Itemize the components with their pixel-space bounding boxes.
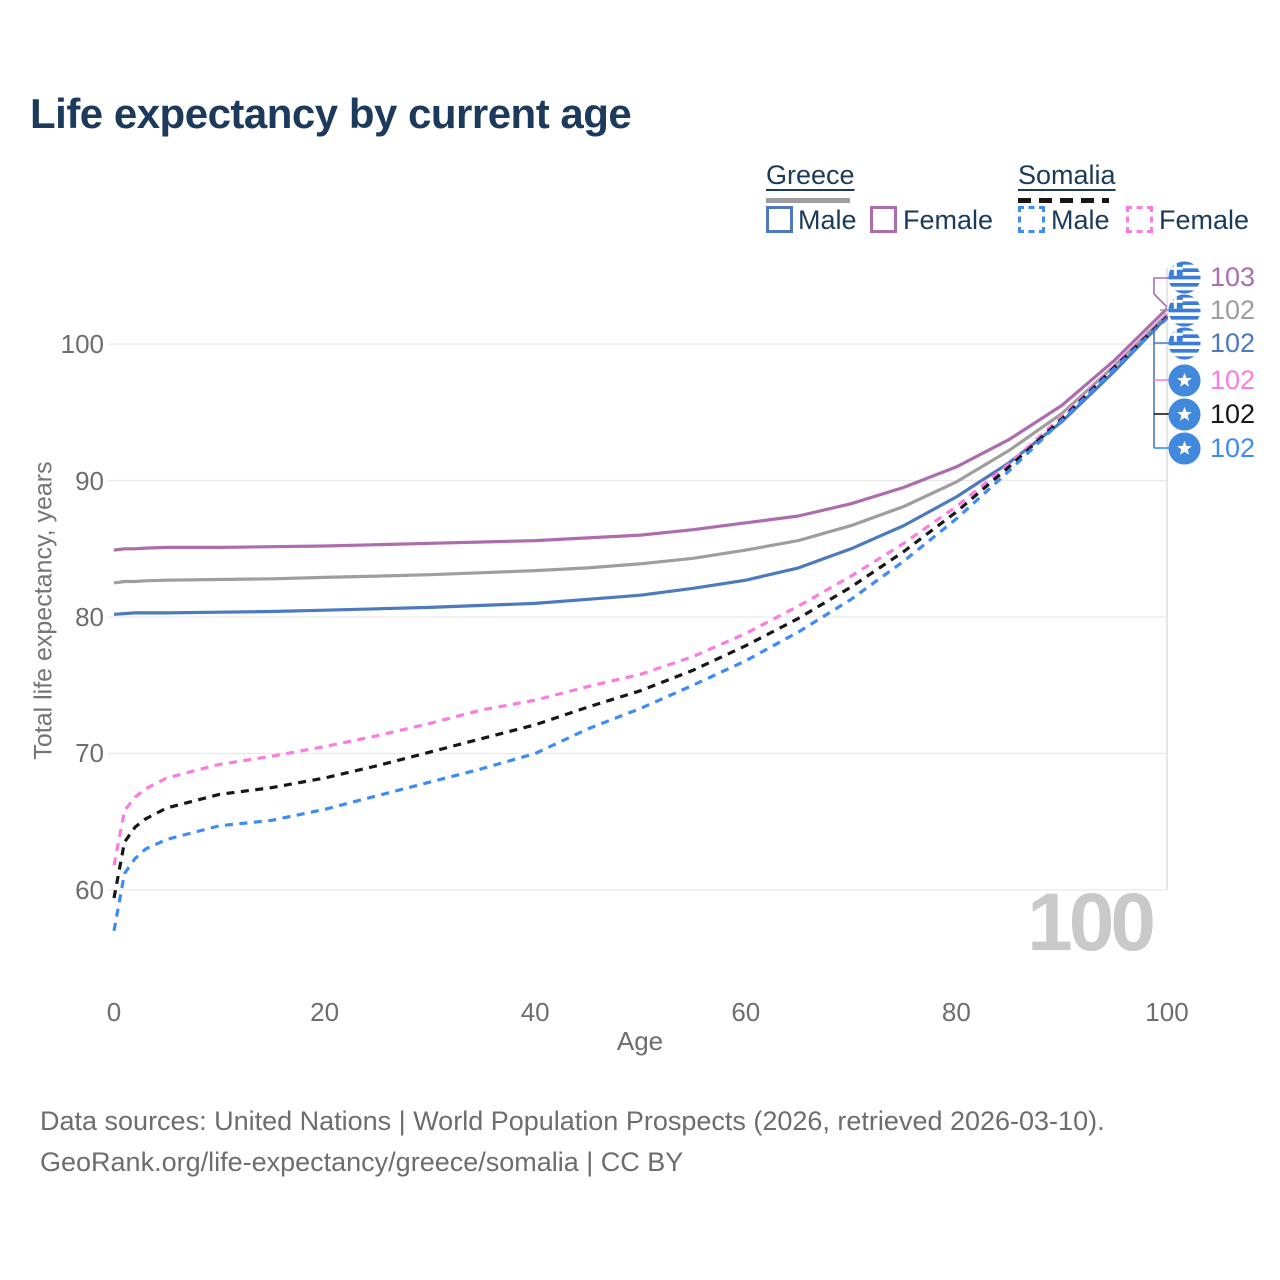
x-axis-title: Age (616, 1026, 664, 1056)
end-label-value: 102 (1210, 327, 1256, 358)
end-label-greece-male: 102 (1168, 326, 1255, 360)
footer-attribution-link: GeoRank.org/life-expectancy/greece/somal… (40, 1147, 684, 1177)
somalia-flag-icon (1168, 363, 1201, 397)
x-tick-label-100: 100 (1145, 997, 1189, 1027)
legend-somalia-female-label[interactable]: Female (1159, 205, 1250, 235)
end-label-value: 102 (1210, 294, 1256, 325)
end-label-somalia-both: 102 (1168, 397, 1255, 431)
legend-country-somalia[interactable]: Somalia (1018, 160, 1116, 190)
page-title: Life expectancy by current age (30, 90, 632, 137)
x-tick-label-0: 0 (106, 997, 122, 1027)
legend-greece-male-label[interactable]: Male (798, 205, 857, 235)
legend-greece-female-label[interactable]: Female (903, 205, 994, 235)
y-tick-label-70: 70 (75, 738, 104, 769)
end-label-value: 103 (1210, 261, 1256, 292)
y-tick-label-100: 100 (60, 329, 104, 360)
series-somalia-male-line (112, 317, 1169, 932)
end-label-value: 102 (1210, 432, 1256, 463)
footer-data-sources: Data sources: United Nations | World Pop… (40, 1106, 1105, 1136)
y-tick-label-60: 60 (75, 874, 104, 905)
leader-bracket (1153, 317, 1169, 448)
series-somalia-both-line (112, 315, 1169, 899)
greece-flag-icon (1168, 293, 1201, 327)
series-somalia-female-line (112, 314, 1169, 866)
end-label-value: 102 (1210, 398, 1256, 429)
leader-greece-female (1153, 277, 1169, 308)
end-label-somalia-male: 102 (1168, 431, 1255, 465)
x-tick-label-60: 60 (731, 997, 761, 1027)
greece-line-sample (766, 198, 850, 203)
legend-country-greece[interactable]: Greece (766, 160, 855, 190)
greece-flag-icon (1168, 326, 1201, 360)
end-label-greece-female: 103 (1168, 260, 1255, 294)
greece-flag-icon (1168, 260, 1201, 294)
y-tick-label-90: 90 (75, 465, 104, 496)
x-tick-label-20: 20 (310, 997, 340, 1027)
somalia-flag-icon (1168, 431, 1201, 465)
x-tick-label-80: 80 (941, 997, 971, 1027)
series-greece-male-line (113, 315, 1169, 616)
series-greece-both-line (113, 312, 1169, 585)
end-label-somalia-female: 102 (1168, 363, 1255, 397)
x-tick-label-40: 40 (520, 997, 550, 1027)
legend-somalia-female-swatch[interactable] (1126, 206, 1153, 233)
end-label-value: 102 (1210, 364, 1256, 395)
age-watermark: 100 (1027, 877, 1153, 968)
legend-somalia-male-swatch[interactable] (1018, 206, 1045, 233)
somalia-flag-icon (1168, 397, 1201, 431)
legend-greece-female-swatch[interactable] (870, 206, 897, 233)
legend-greece-male-swatch[interactable] (766, 206, 793, 233)
y-tick-label-80: 80 (75, 602, 104, 632)
end-label-greece-both: 102 (1168, 293, 1255, 327)
series-greece-female-line (113, 307, 1169, 552)
y-axis-title: Total life expectancy, years (29, 461, 58, 760)
somalia-line-sample (1018, 198, 1109, 203)
legend-somalia-male-label[interactable]: Male (1051, 205, 1110, 235)
